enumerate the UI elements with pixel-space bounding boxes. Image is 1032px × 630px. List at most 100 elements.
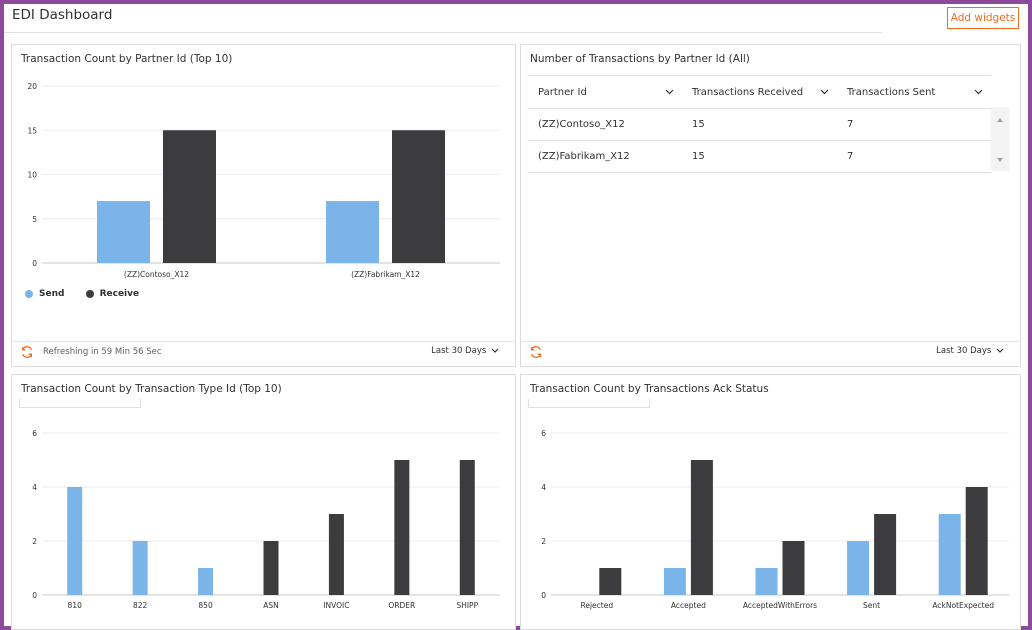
tile-ack-chart: Transaction Count by Transactions Ack St… (520, 374, 1021, 630)
y-tick-label: 6 (541, 429, 546, 438)
legend-item-receive[interactable]: Receive (85, 289, 139, 299)
title-divider (4, 32, 882, 33)
chart-bar (97, 201, 150, 263)
column-header-partner-id[interactable]: Partner Id (528, 75, 682, 109)
scroll-up-icon[interactable] (991, 115, 1009, 125)
chart-bar (874, 514, 897, 595)
date-range-dropdown[interactable]: Last 30 Days (936, 346, 1004, 356)
table-cell: 7 (837, 108, 991, 141)
chart-bar (690, 460, 713, 595)
y-tick-label: 4 (541, 483, 546, 492)
x-tick-label: INVOIC (323, 601, 349, 610)
x-tick-label: Accepted (671, 601, 706, 610)
y-tick-label: 10 (27, 171, 37, 180)
y-tick-label: 20 (27, 82, 37, 91)
ack-bar-chart: 0 2 4 6 Rejected Accepted AcceptedWithErrors Se… (541, 429, 1009, 610)
type-bar-chart: 0 2 4 6 810 822 850 ASN INVOIC ORDER SHIPP (32, 429, 500, 610)
x-tick-label: SHIPP (456, 601, 478, 610)
x-tick-label: (ZZ)Fabrikam_X12 (351, 270, 420, 279)
chevron-down-icon (996, 348, 1004, 353)
x-tick-label: 822 (133, 601, 148, 610)
table-header-row: Partner Id Transactions Received Transac… (528, 75, 991, 109)
chart-bar (263, 541, 279, 595)
column-header-label: Partner Id (538, 86, 587, 98)
x-tick-label: AcceptedWithErrors (743, 601, 817, 610)
date-range-label: Last 30 Days (431, 346, 487, 356)
legend-receive-swatch (85, 290, 94, 298)
legend-send-swatch (25, 290, 33, 298)
tile-title: Transaction Count by Partner Id (Top 10) (21, 53, 233, 65)
column-header-received[interactable]: Transactions Received (682, 75, 837, 109)
x-tick-label: 810 (68, 601, 83, 610)
y-tick-label: 0 (32, 259, 37, 268)
table-cell: 7 (837, 140, 991, 173)
chart-bar (326, 201, 379, 263)
dashboard-header: EDI Dashboard Add widgets (4, 4, 1028, 38)
tile-footer: Refreshing in 59 Min 56 Sec Last 30 Days (12, 341, 515, 366)
y-tick-label: 6 (32, 429, 37, 438)
table-cell: (ZZ)Contoso_X12 (528, 108, 682, 141)
table-scrollbar[interactable] (991, 107, 1009, 171)
tile-footer: Last 30 Days (521, 341, 1020, 366)
chart-bar (163, 130, 216, 263)
chart-bar (328, 514, 344, 595)
add-widgets-button[interactable]: Add widgets (947, 7, 1019, 29)
date-range-label: Last 30 Days (936, 346, 992, 356)
chart-bar (755, 568, 778, 595)
column-header-label: Transactions Received (692, 86, 804, 98)
y-tick-label: 4 (32, 483, 37, 492)
chart-bar (599, 568, 622, 595)
x-tick-label: ASN (263, 601, 279, 610)
chart-bar (663, 568, 686, 595)
filter-box[interactable] (528, 399, 650, 408)
table-row[interactable]: (ZZ)Contoso_X12 15 7 (528, 108, 991, 141)
refresh-icon[interactable] (20, 345, 34, 359)
legend-send-label: Send (39, 289, 65, 299)
refresh-icon[interactable] (529, 345, 543, 359)
tile-partner-chart: Transaction Count by Partner Id (Top 10)… (11, 44, 516, 367)
table-cell: 15 (682, 108, 837, 141)
chart-bar (198, 568, 214, 595)
table-row[interactable]: (ZZ)Fabrikam_X12 15 7 (528, 140, 991, 173)
y-tick-label: 5 (32, 215, 37, 224)
table-cell: 15 (682, 140, 837, 173)
x-tick-label: (ZZ)Contoso_X12 (124, 270, 189, 279)
chart-bar (938, 514, 961, 595)
page-title: EDI Dashboard (12, 7, 113, 23)
x-tick-label: 850 (198, 601, 213, 610)
chevron-down-icon (974, 89, 983, 95)
y-tick-label: 0 (32, 591, 37, 600)
y-tick-label: 0 (541, 591, 546, 600)
partner-bar-chart: 0 5 10 15 20 (ZZ)Contoso_X12 (ZZ)Fabrikam_X12 (27, 82, 500, 279)
x-tick-label: ORDER (388, 601, 415, 610)
x-tick-label: Sent (863, 601, 880, 610)
x-tick-label: Rejected (580, 601, 613, 610)
chevron-down-icon (665, 89, 674, 95)
table-cell: (ZZ)Fabrikam_X12 (528, 140, 682, 173)
tile-partner-table: Number of Transactions by Partner Id (Al… (520, 44, 1021, 367)
tile-title: Transaction Count by Transactions Ack St… (530, 383, 769, 395)
date-range-dropdown[interactable]: Last 30 Days (431, 346, 499, 356)
column-header-sent[interactable]: Transactions Sent (837, 75, 991, 109)
chart-bar (394, 460, 410, 595)
chart-bar (67, 487, 83, 595)
chart-bar (965, 487, 988, 595)
tile-title: Number of Transactions by Partner Id (Al… (530, 53, 750, 65)
scroll-down-icon[interactable] (991, 155, 1009, 165)
refresh-countdown: Refreshing in 59 Min 56 Sec (43, 347, 162, 357)
chevron-down-icon (820, 89, 829, 95)
chart-bar (459, 460, 475, 595)
y-tick-label: 15 (27, 126, 37, 135)
tile-title: Transaction Count by Transaction Type Id… (21, 383, 282, 395)
y-tick-label: 2 (32, 537, 37, 546)
chart-bar (847, 541, 870, 595)
tile-type-chart: Transaction Count by Transaction Type Id… (11, 374, 516, 630)
chart-bar (782, 541, 805, 595)
column-header-label: Transactions Sent (847, 86, 936, 98)
legend-item-send[interactable]: Send (25, 289, 64, 299)
y-tick-label: 2 (541, 537, 546, 546)
filter-box[interactable] (19, 399, 141, 408)
chart-bar (132, 541, 148, 595)
chart-bar (392, 130, 445, 263)
partner-table: Partner Id Transactions Received Transac… (528, 75, 991, 173)
